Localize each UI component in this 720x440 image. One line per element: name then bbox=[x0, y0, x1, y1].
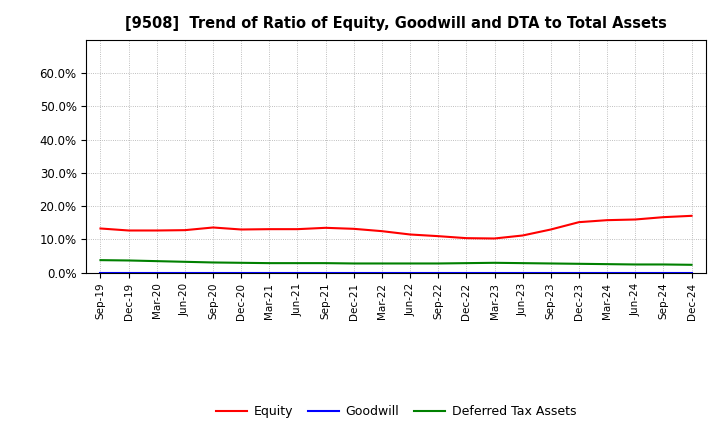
Equity bbox=[575, 220, 583, 225]
Goodwill bbox=[237, 270, 246, 275]
Goodwill bbox=[265, 270, 274, 275]
Title: [9508]  Trend of Ratio of Equity, Goodwill and DTA to Total Assets: [9508] Trend of Ratio of Equity, Goodwil… bbox=[125, 16, 667, 32]
Deferred Tax Assets bbox=[293, 260, 302, 266]
Goodwill bbox=[349, 270, 358, 275]
Line: Deferred Tax Assets: Deferred Tax Assets bbox=[101, 260, 691, 265]
Equity bbox=[181, 227, 189, 233]
Equity bbox=[96, 226, 105, 231]
Equity bbox=[631, 217, 639, 222]
Equity bbox=[462, 235, 471, 241]
Deferred Tax Assets bbox=[377, 261, 386, 266]
Goodwill bbox=[462, 270, 471, 275]
Deferred Tax Assets bbox=[209, 260, 217, 265]
Equity bbox=[377, 228, 386, 234]
Deferred Tax Assets bbox=[265, 260, 274, 266]
Goodwill bbox=[209, 270, 217, 275]
Equity bbox=[687, 213, 696, 219]
Deferred Tax Assets bbox=[181, 259, 189, 264]
Line: Equity: Equity bbox=[101, 216, 691, 238]
Goodwill bbox=[406, 270, 415, 275]
Goodwill bbox=[293, 270, 302, 275]
Deferred Tax Assets bbox=[546, 261, 555, 266]
Equity bbox=[603, 217, 611, 223]
Equity bbox=[349, 226, 358, 231]
Equity bbox=[406, 232, 415, 237]
Goodwill bbox=[546, 270, 555, 275]
Goodwill bbox=[490, 270, 499, 275]
Equity bbox=[518, 233, 527, 238]
Goodwill bbox=[687, 270, 696, 275]
Goodwill bbox=[631, 270, 639, 275]
Deferred Tax Assets bbox=[575, 261, 583, 267]
Equity bbox=[293, 227, 302, 232]
Equity bbox=[659, 215, 667, 220]
Equity bbox=[321, 225, 330, 231]
Deferred Tax Assets bbox=[321, 260, 330, 266]
Equity bbox=[237, 227, 246, 232]
Legend: Equity, Goodwill, Deferred Tax Assets: Equity, Goodwill, Deferred Tax Assets bbox=[211, 400, 581, 423]
Goodwill bbox=[125, 270, 133, 275]
Deferred Tax Assets bbox=[153, 258, 161, 264]
Deferred Tax Assets bbox=[406, 261, 415, 266]
Goodwill bbox=[434, 270, 443, 275]
Goodwill bbox=[321, 270, 330, 275]
Goodwill bbox=[603, 270, 611, 275]
Equity bbox=[265, 227, 274, 232]
Equity bbox=[434, 234, 443, 239]
Deferred Tax Assets bbox=[434, 261, 443, 266]
Equity bbox=[153, 228, 161, 233]
Equity bbox=[209, 225, 217, 230]
Goodwill bbox=[575, 270, 583, 275]
Deferred Tax Assets bbox=[462, 260, 471, 266]
Equity bbox=[125, 228, 133, 233]
Equity bbox=[490, 236, 499, 241]
Deferred Tax Assets bbox=[349, 261, 358, 266]
Goodwill bbox=[377, 270, 386, 275]
Goodwill bbox=[96, 270, 105, 275]
Equity bbox=[546, 227, 555, 232]
Goodwill bbox=[518, 270, 527, 275]
Deferred Tax Assets bbox=[237, 260, 246, 265]
Deferred Tax Assets bbox=[490, 260, 499, 265]
Deferred Tax Assets bbox=[603, 261, 611, 267]
Deferred Tax Assets bbox=[659, 262, 667, 267]
Deferred Tax Assets bbox=[96, 257, 105, 263]
Goodwill bbox=[153, 270, 161, 275]
Goodwill bbox=[181, 270, 189, 275]
Deferred Tax Assets bbox=[125, 258, 133, 263]
Deferred Tax Assets bbox=[518, 260, 527, 266]
Deferred Tax Assets bbox=[631, 262, 639, 267]
Deferred Tax Assets bbox=[687, 262, 696, 268]
Goodwill bbox=[659, 270, 667, 275]
